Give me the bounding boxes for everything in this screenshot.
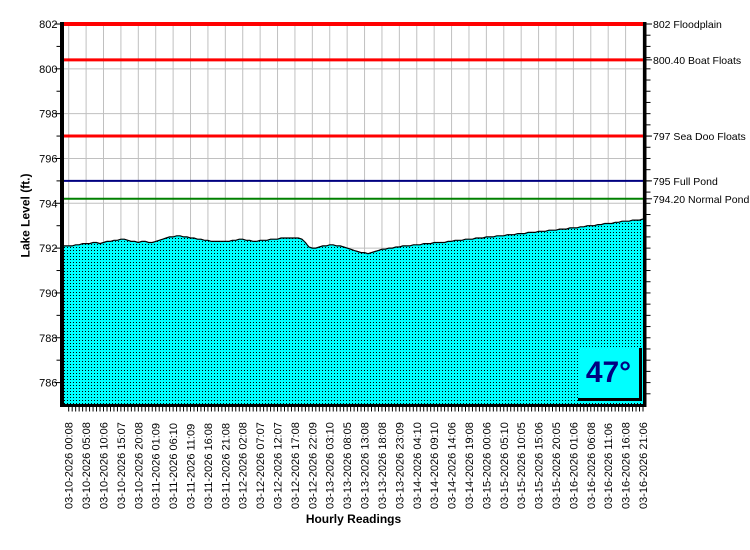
reference-line-label: 797 Sea Doo Floats [653,131,746,143]
x-tick-label: 03-14-2026 04:10 [412,422,424,509]
x-tick-label: 03-14-2026 19:08 [464,422,476,509]
y-axis-title: Lake Level (ft.) [18,173,33,258]
x-tick-label: 03-15-2026 20:05 [551,422,563,509]
x-tick-label: 03-10-2026 00:08 [64,422,76,509]
x-tick-label: 03-13-2026 03:10 [325,422,337,509]
x-tick-label: 03-13-2026 18:08 [377,422,389,509]
x-axis [60,404,647,407]
y-axis [60,22,64,407]
x-tick-label: 03-12-2026 17:08 [290,422,302,509]
x-tick-label: 03-12-2026 02:08 [238,422,250,509]
y-tick-label: 798 [39,109,57,121]
x-tick-label: 03-14-2026 09:10 [429,422,441,509]
lake-level-line [63,218,644,255]
x-tick-label: 03-11-2026 01:09 [151,423,163,509]
x-tick-label: 03-10-2026 10:06 [99,422,111,509]
x-tick-label: 03-15-2026 00:06 [481,422,493,509]
x-tick-label: 03-10-2026 20:08 [133,422,145,509]
x-tick-label: 03-16-2026 21:06 [638,422,650,509]
y-tick-label: 792 [39,243,57,255]
x-tick-label: 03-15-2026 10:05 [516,422,528,509]
x-tick-label: 03-13-2026 13:08 [360,422,372,509]
x-tick-label: 03-16-2026 06:08 [586,422,598,509]
x-tick-label: 03-16-2026 01:06 [568,422,580,509]
y-tick-label: 794 [39,198,57,210]
x-tick-label: 03-11-2026 16:08 [203,423,215,509]
y-tick-label: 788 [39,333,57,345]
reference-line-label: 800.40 Boat Floats [653,55,741,67]
x-tick-label: 03-12-2026 07:07 [255,422,267,509]
lake-area [64,219,643,405]
x-tick-label: 03-16-2026 11:06 [603,423,615,509]
y-tick-label: 790 [39,288,57,300]
x-axis-title: Hourly Readings [305,512,402,526]
y-tick-label: 796 [39,153,57,165]
x-tick-label: 03-13-2026 08:05 [342,422,354,509]
x-tick-label: 03-11-2026 11:09 [186,424,198,509]
y-tick-label: 802 [39,19,57,31]
x-tick-label: 03-12-2026 12:07 [273,422,285,509]
temperature-badge: 47° [578,348,642,401]
x-tick-label: 03-11-2026 21:08 [220,423,232,509]
x-tick-label: 03-14-2026 14:06 [447,422,459,509]
x-tick-label: 03-11-2026 06:10 [168,423,180,509]
x-tick-label: 03-13-2026 23:09 [394,422,406,509]
reference-line-label: 794.20 Normal Pond [653,194,749,206]
reference-line-label: 795 Full Pond [653,176,718,188]
y-tick-label: 800 [39,64,57,76]
x-tick-label: 03-15-2026 05:10 [499,422,511,509]
x-tick-label: 03-15-2026 15:06 [534,422,546,509]
y-tick-label: 786 [39,378,57,390]
x-tick-label: 03-10-2026 15:07 [116,422,128,509]
reference-line-label: 802 Floodplain [653,19,722,31]
right-axis [643,22,647,407]
x-tick-label: 03-10-2026 05:08 [81,422,93,509]
x-tick-label: 03-12-2026 22:09 [307,422,319,509]
x-tick-label: 03-16-2026 16:08 [621,422,633,509]
